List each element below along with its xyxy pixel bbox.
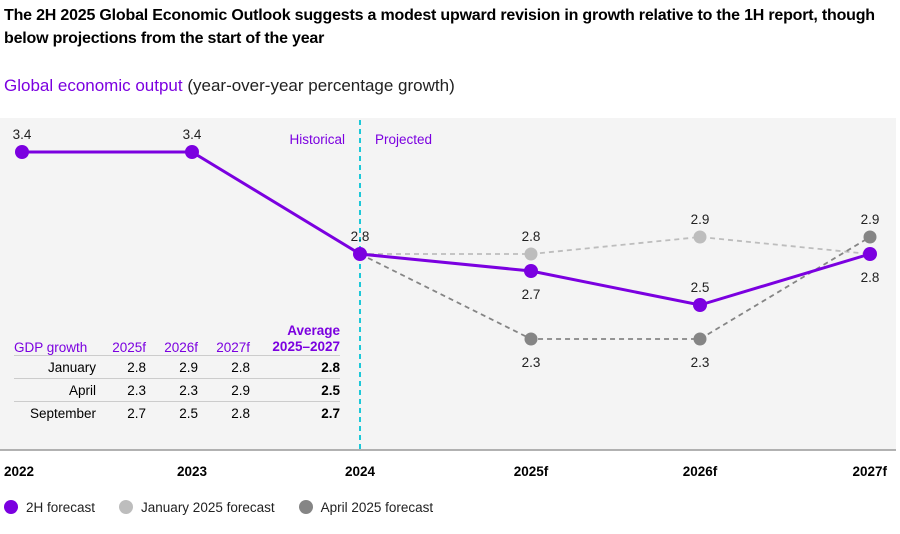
series-line-0 bbox=[22, 150, 871, 307]
subtitle-highlight: Global economic output bbox=[4, 76, 183, 95]
table-header: GDP growth bbox=[14, 340, 88, 355]
table-header-average: Average 2025–2027 bbox=[272, 323, 340, 354]
x-tick-label: 2024 bbox=[345, 464, 376, 479]
data-label: 2.5 bbox=[691, 280, 710, 295]
legend-swatch bbox=[298, 500, 313, 514]
data-label: 2.9 bbox=[691, 212, 710, 227]
data-point bbox=[524, 264, 538, 278]
data-label: 3.4 bbox=[13, 127, 32, 142]
data-label: 3.4 bbox=[183, 127, 202, 142]
subtitle-rest: (year-over-year percentage growth) bbox=[182, 76, 455, 95]
data-point bbox=[15, 145, 29, 159]
chart-title: The 2H 2025 Global Economic Outlook sugg… bbox=[4, 7, 875, 47]
table-header: 2025f bbox=[112, 340, 146, 355]
legend-item-2h: 2H forecast bbox=[4, 500, 95, 515]
x-tick-label: 2025f bbox=[514, 464, 549, 479]
table-header: 2026f bbox=[164, 340, 198, 355]
legend-swatch bbox=[119, 500, 134, 514]
gdp-growth-table: GDP growth 2025f 2026f 2027f Average 2025… bbox=[14, 323, 340, 424]
x-tick-label: 2027f bbox=[852, 464, 887, 479]
data-label: 2.8 bbox=[861, 270, 880, 285]
series-line-1 bbox=[360, 236, 871, 255]
data-point bbox=[693, 298, 707, 312]
legend-item-january: January 2025 forecast bbox=[119, 500, 275, 515]
x-tick-label: 2023 bbox=[177, 464, 208, 479]
data-label: 2.3 bbox=[691, 355, 710, 370]
data-point bbox=[353, 247, 367, 261]
table-header: 2027f bbox=[216, 340, 250, 355]
x-tick-label: 2026f bbox=[683, 464, 718, 479]
legend-swatch bbox=[4, 500, 18, 514]
data-label: 2.8 bbox=[522, 229, 541, 244]
data-point bbox=[524, 332, 538, 346]
data-label: 2.7 bbox=[522, 287, 541, 302]
data-label: 2.3 bbox=[522, 355, 541, 370]
projected-label: Projected bbox=[375, 132, 432, 147]
data-point bbox=[863, 247, 877, 261]
table-row: January 2.8 2.9 2.8 2.8 bbox=[14, 355, 340, 379]
data-label: 2.8 bbox=[351, 229, 370, 244]
data-label: 2.9 bbox=[861, 212, 880, 227]
data-point bbox=[524, 247, 538, 261]
table-row: April 2.3 2.3 2.9 2.5 bbox=[14, 378, 340, 402]
series-line-2 bbox=[359, 236, 871, 340]
data-point bbox=[693, 230, 707, 244]
data-point bbox=[863, 230, 877, 244]
chart-subtitle: Global economic output (year-over-year p… bbox=[4, 76, 455, 96]
legend-item-april: April 2025 forecast bbox=[298, 500, 433, 515]
legend: 2H forecast January 2025 forecast April … bbox=[4, 500, 433, 515]
data-point bbox=[693, 332, 707, 346]
table-row: September 2.7 2.5 2.8 2.7 bbox=[14, 401, 340, 424]
data-point bbox=[185, 145, 199, 159]
x-tick-label: 2022 bbox=[4, 464, 34, 479]
historical-label: Historical bbox=[289, 132, 345, 147]
